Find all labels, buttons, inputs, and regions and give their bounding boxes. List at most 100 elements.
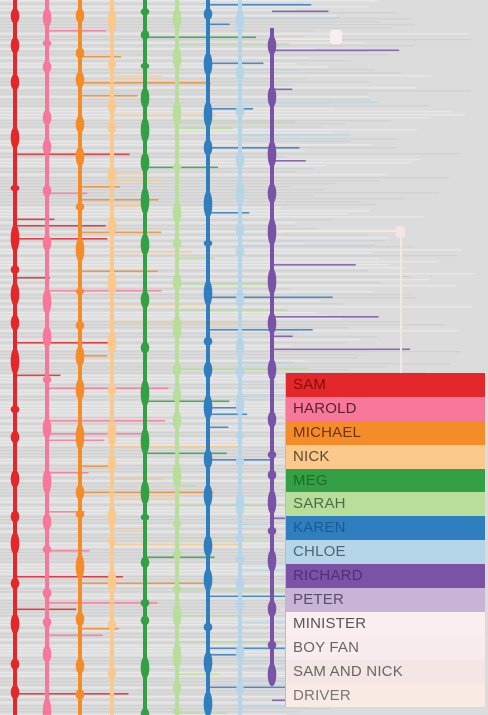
scene-node-nick [107, 419, 117, 448]
legend-item-harold[interactable]: HAROLD [286, 396, 485, 421]
scene-node-meg [140, 427, 150, 455]
scene-node-nick [107, 569, 117, 593]
scene-row [0, 180, 379, 182]
legend-item-boy-fan[interactable]: BOY FAN [286, 635, 485, 660]
link-karen [208, 647, 317, 650]
legend-item-driver[interactable]: DRIVER [286, 683, 485, 708]
scene-row [0, 96, 368, 98]
scene-node-nick [107, 619, 117, 630]
scene-row [0, 57, 311, 59]
scene-node-chloe [235, 65, 245, 81]
scene-node-chloe [235, 8, 245, 35]
scene-row [0, 639, 462, 641]
scene-row [0, 627, 434, 629]
scene-node-meg [140, 656, 150, 679]
scene-row [0, 708, 331, 710]
scene-row [0, 468, 373, 470]
scene-row [0, 51, 370, 53]
scene-node-harold [42, 234, 52, 252]
scene-node-karen [203, 8, 213, 21]
character-line-richard [270, 28, 274, 680]
scene-node-nick [107, 7, 117, 34]
scene-row [0, 33, 468, 35]
scene-row [0, 189, 327, 191]
scene-node-sam [10, 430, 20, 444]
scene-row [0, 423, 305, 425]
scene-row [0, 240, 386, 242]
scene-node-sarah [172, 273, 182, 291]
legend-item-sam-and-nick[interactable]: SAM AND NICK [286, 659, 485, 684]
scene-node-sam [10, 314, 20, 331]
scene-node-sarah [172, 46, 182, 71]
scene-node-sarah [172, 410, 182, 430]
scene-node-meg [140, 615, 150, 626]
scene-row [0, 579, 437, 581]
scene-node-sam [10, 532, 20, 555]
scene-row [0, 558, 303, 560]
scene-row [0, 48, 315, 50]
link-chloe [240, 361, 294, 364]
link-richard [272, 160, 306, 162]
scene-node-sam [10, 347, 20, 375]
scene-node-sam [10, 685, 20, 700]
scene-row [0, 630, 474, 632]
scene-row [0, 273, 475, 275]
legend-item-richard[interactable]: RICHARD [286, 564, 485, 589]
scene-node-sarah [172, 163, 182, 172]
scene-node-karen [203, 190, 213, 219]
scene-row [0, 69, 375, 71]
scene-node-sam [10, 36, 20, 54]
link-karen [208, 212, 250, 214]
scene-row [0, 465, 389, 467]
legend-item-nick[interactable]: NICK [286, 444, 485, 469]
scene-node-sarah [172, 387, 182, 403]
scene-row [0, 105, 429, 107]
scene-row [0, 411, 307, 413]
link-sarah [177, 673, 219, 676]
scene-row [0, 615, 286, 617]
scene-row [0, 150, 306, 152]
link-nick [112, 205, 145, 208]
scene-row [0, 354, 361, 356]
link-chloe [240, 621, 329, 624]
scene-node-harold [42, 184, 52, 197]
legend-item-michael[interactable]: MICHAEL [286, 420, 485, 445]
scene-node-harold [42, 39, 52, 47]
scene-row [0, 12, 398, 14]
scene-row [0, 537, 305, 539]
legend-item-chloe[interactable]: CHLOE [286, 540, 485, 565]
legend-item-meg[interactable]: MEG [286, 468, 485, 493]
scene-row [0, 210, 371, 212]
scene-node-chloe [235, 366, 245, 379]
character-line-karen [206, 0, 210, 715]
scene-node-harold [42, 545, 52, 554]
legend-item-karen[interactable]: KAREN [286, 516, 485, 541]
legend-item-sarah[interactable]: SARAH [286, 492, 485, 517]
scene-node-richard [267, 183, 277, 204]
scene-node-chloe [235, 432, 245, 439]
scene-node-richard [267, 140, 277, 168]
scene-row [0, 591, 364, 593]
scene-node-michael [75, 423, 85, 451]
scene-row [0, 561, 301, 563]
scene-row [0, 63, 296, 65]
scene-row [0, 198, 405, 200]
legend-item-sam[interactable]: SAM [286, 373, 485, 397]
legend-item-peter[interactable]: PETER [286, 588, 485, 612]
scene-row [0, 330, 459, 332]
scene-node-sarah [172, 708, 182, 715]
scene-node-richard [267, 36, 277, 55]
link-richard [272, 316, 379, 318]
scene-node-chloe [235, 643, 245, 662]
scene-node-chloe [235, 391, 245, 417]
link-sarah [177, 43, 290, 45]
scene-row [0, 144, 372, 146]
link-chloe [240, 660, 321, 663]
scene-node-meg [140, 598, 150, 608]
scene-row [0, 312, 317, 314]
scene-row [0, 204, 376, 206]
legend-item-minister[interactable]: MINISTER [286, 611, 485, 636]
scene-node-harold [42, 8, 52, 28]
scene-row [0, 357, 359, 359]
scene-node-harold [42, 288, 52, 315]
